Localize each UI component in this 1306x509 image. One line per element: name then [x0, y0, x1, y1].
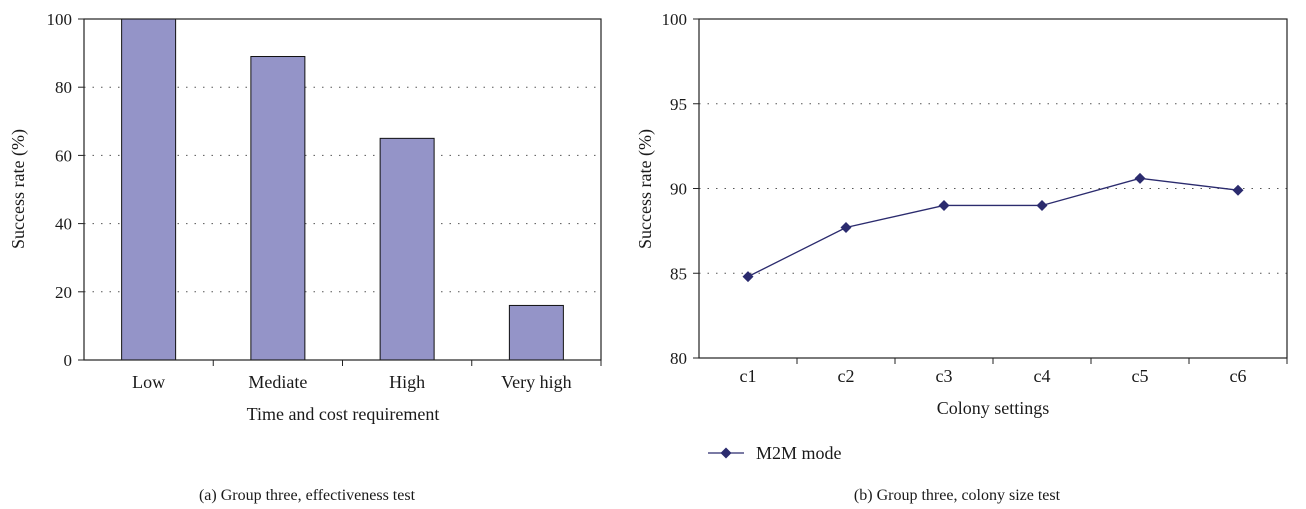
x-tick-label: High: [389, 372, 425, 392]
legend-marker: [720, 447, 732, 459]
x-tick-label: c2: [838, 366, 855, 386]
series-line: [742, 172, 1244, 283]
y-tick-label: 60: [55, 146, 72, 165]
plot-frame: [698, 18, 1288, 359]
legend-label: M2M mode: [756, 443, 842, 463]
bar-high: [379, 137, 435, 361]
data-point-c3: [938, 199, 950, 211]
y-tick-label: 100: [662, 10, 688, 29]
x-tick-labels: Low Mediate High Very high: [132, 372, 572, 392]
y-tick-label: 90: [670, 180, 687, 199]
y-tick-label: 80: [55, 78, 72, 97]
y-tick-label: 40: [55, 215, 72, 234]
x-tick-label: c3: [936, 366, 953, 386]
data-point-c5: [1134, 172, 1146, 184]
x-axis-label: Time and cost requirement: [247, 404, 440, 424]
y-tick-label: 0: [64, 351, 73, 370]
x-tick-label: Mediate: [248, 372, 307, 392]
bar-low: [121, 18, 177, 361]
line-chart: 80 85 90 95 100 c1 c2 c3 c4 c5 c6 Success rate (%…: [635, 10, 1288, 504]
x-tick-label: c1: [740, 366, 757, 386]
caption: (a) Group three, effectiveness test: [199, 487, 416, 504]
x-tick-label: c4: [1034, 366, 1051, 386]
y-tick-label: 80: [670, 349, 687, 368]
x-tick-label: Low: [132, 372, 165, 392]
data-point-c2: [840, 221, 852, 233]
series-line-m2m: [747, 177, 1239, 278]
y-tick-labels: 80 85 90 95 100: [662, 10, 688, 368]
axes: [693, 18, 1288, 364]
grid: [699, 103, 1287, 274]
caption: (b) Group three, colony size test: [854, 487, 1061, 504]
y-tick-label: 95: [670, 95, 687, 114]
bar-very-high: [508, 304, 564, 361]
data-point-c4: [1036, 199, 1048, 211]
x-tick-labels: c1 c2 c3 c4 c5 c6: [740, 366, 1247, 386]
legend: M2M mode: [708, 443, 842, 463]
y-tick-labels: 0 20 40 60 80 100: [47, 10, 73, 370]
bar-mediate: [250, 56, 306, 361]
x-tick-label: c6: [1230, 366, 1247, 386]
y-axis-label: Success rate (%): [635, 129, 656, 249]
data-point-c6: [1232, 184, 1244, 196]
y-axis-label: Success rate (%): [8, 129, 29, 249]
axes: [78, 18, 602, 366]
y-tick-label: 20: [55, 283, 72, 302]
x-axis-label: Colony settings: [937, 398, 1050, 418]
bars: [121, 18, 564, 361]
y-tick-label: 85: [670, 264, 687, 283]
x-tick-label: c5: [1132, 366, 1149, 386]
y-tick-label: 100: [47, 10, 73, 29]
data-point-c1: [742, 271, 754, 283]
x-tick-label: Very high: [501, 372, 572, 392]
bar-chart: 0 20 40 60 80 100 Low Mediate High Very high Suc…: [8, 10, 602, 504]
